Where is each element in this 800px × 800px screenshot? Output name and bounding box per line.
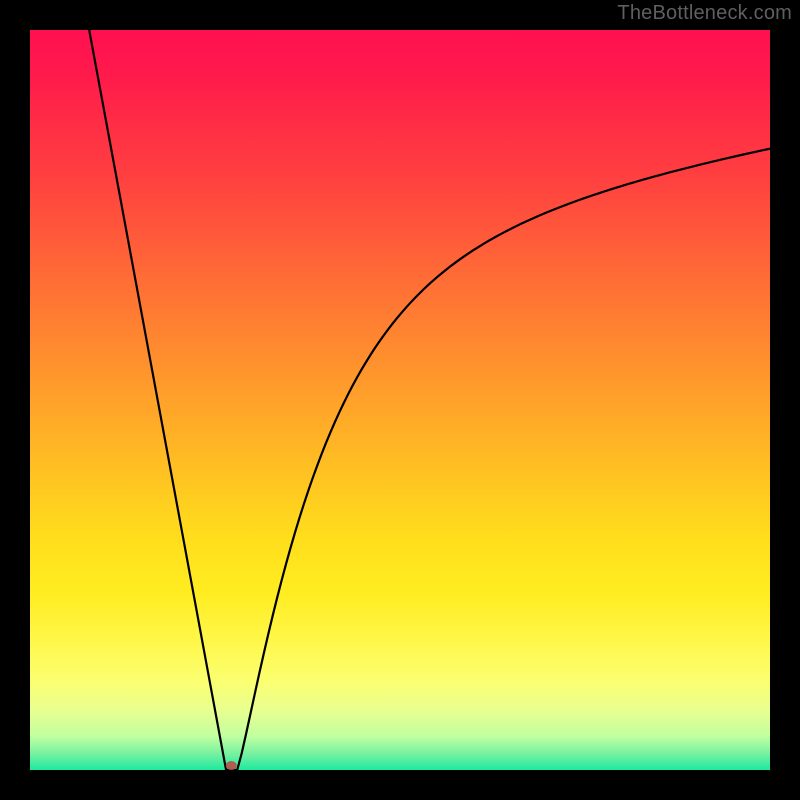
chart-container: { "canvas": { "width": 800, "height": 80… bbox=[0, 0, 800, 800]
watermark-text: TheBottleneck.com bbox=[617, 2, 792, 25]
plot-background bbox=[30, 30, 770, 770]
optimum-marker bbox=[226, 761, 237, 770]
chart-svg bbox=[0, 0, 800, 800]
